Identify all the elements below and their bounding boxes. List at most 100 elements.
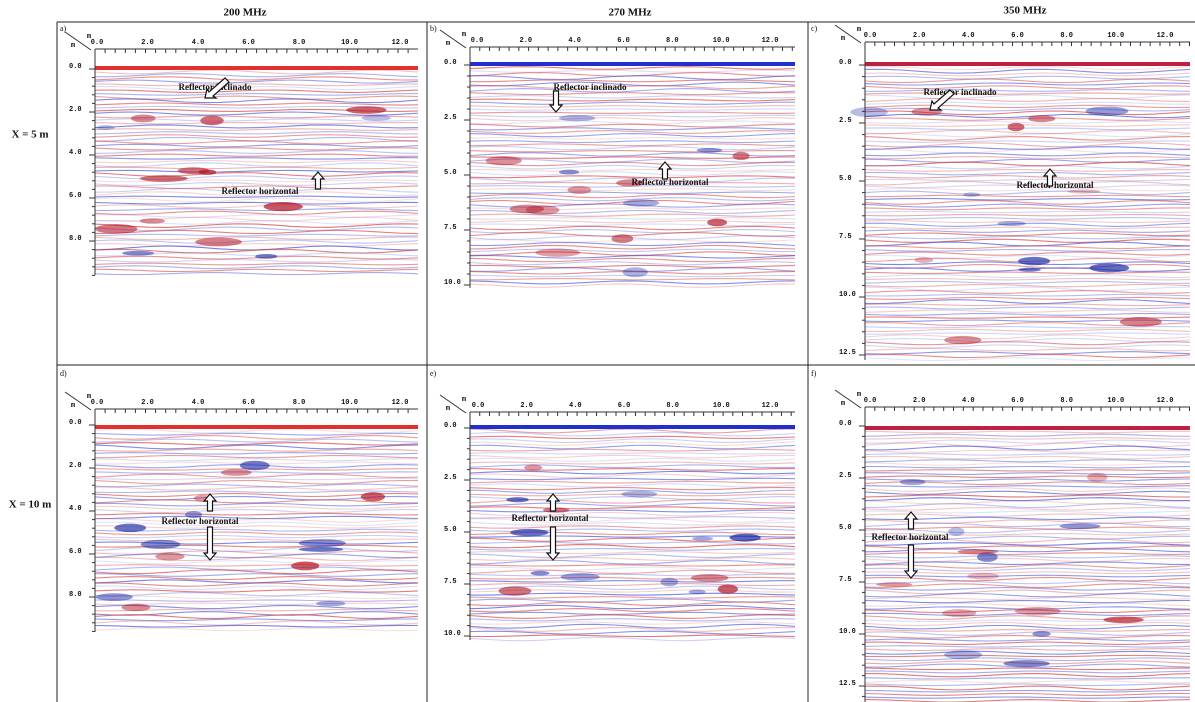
- reflection-band: [469, 454, 796, 459]
- reflection-band: [94, 147, 419, 151]
- reflection-band: [864, 685, 1191, 691]
- reflection-band: [864, 65, 1191, 71]
- x-tick-label: 4.0: [962, 32, 975, 40]
- arrow: [1042, 168, 1058, 187]
- reflection-band: [95, 525, 419, 529]
- y-tick-label: 10.0: [839, 628, 856, 636]
- reflection-band: [94, 166, 419, 170]
- reflection-band: [864, 522, 1191, 528]
- annotation: Reflector horizontal: [161, 516, 239, 526]
- reflection-band: [469, 111, 796, 114]
- y-unit: m: [71, 42, 75, 50]
- reflection-band: [94, 182, 419, 186]
- y-tick-label: 2.5: [444, 474, 457, 482]
- arrow: [903, 544, 919, 579]
- reflection-band: [864, 306, 1191, 310]
- reflection-band: [469, 621, 796, 625]
- reflection-band: [864, 158, 1191, 163]
- x-tick-label: 0.0: [472, 402, 485, 410]
- strong-reflection: [95, 224, 138, 234]
- reflection-band: [94, 512, 419, 516]
- strong-reflection: [121, 250, 155, 256]
- reflection-band: [864, 328, 1191, 333]
- x-tick-label: 2.0: [520, 37, 533, 45]
- strong-reflection: [696, 147, 723, 153]
- strong-reflection: [1032, 630, 1051, 637]
- reflection-band: [94, 159, 419, 164]
- reflection-band: [469, 518, 796, 524]
- panel-label: a): [60, 24, 67, 33]
- arrow: [202, 526, 218, 561]
- y-tick-label: 5.0: [444, 169, 457, 177]
- reflection-band: [864, 696, 1191, 699]
- y-tick-label: 8.0: [69, 235, 82, 243]
- reflection-band: [94, 599, 419, 602]
- reflection-band: [865, 663, 1191, 668]
- strong-reflection: [899, 478, 926, 486]
- reflection-band: [469, 137, 796, 140]
- y-tick-label: 6.0: [69, 192, 82, 200]
- x-tick-label: 10.0: [341, 39, 358, 47]
- reflection-band: [864, 677, 1190, 680]
- strong-reflection: [1018, 256, 1051, 266]
- reflection-band: [469, 576, 796, 580]
- reflection-band: [864, 645, 1191, 648]
- reflection-band: [864, 312, 1191, 316]
- x-tick-label: 4.0: [962, 397, 975, 405]
- reflection-band: [864, 624, 1191, 630]
- radargram-panel: f)mm 0.0 2.0 4.0 6.0 8.0 10.0 12.00.02.55.07.51…: [811, 369, 1191, 702]
- x-unit: m: [857, 26, 861, 34]
- reflection-band: [864, 207, 1190, 211]
- reflection-band: [864, 194, 1191, 198]
- arrow: [204, 77, 230, 99]
- reflection-band: [469, 108, 796, 111]
- x-tick-label: 12.0: [762, 402, 779, 410]
- reflection-band: [469, 623, 796, 629]
- x-tick-label: 6.0: [618, 402, 631, 410]
- surface-reflection: [470, 62, 795, 66]
- y-tick-label: 7.5: [444, 224, 457, 232]
- reflection-band: [94, 452, 419, 455]
- strong-reflection: [1089, 263, 1130, 273]
- radargram-panel: d)mm 0.0 2.0 4.0 6.0 8.0 10.0 12.00.02.04.06.08…: [60, 369, 419, 632]
- strong-reflection: [616, 179, 645, 187]
- reflection-band: [864, 68, 1191, 74]
- reflection-band: [469, 191, 796, 195]
- strong-reflection: [729, 533, 761, 542]
- radargram-texture: [94, 69, 419, 276]
- reflection-band: [864, 528, 1191, 534]
- reflection-band: [469, 477, 796, 481]
- radargram-panel: b) m m 0.0 2.0 4.0 6.0 8.0 10.0 12.0 0.0 2.5 5.0 7.5 1…: [430, 24, 796, 288]
- reflection-band: [469, 98, 796, 102]
- radargram-texture: [94, 428, 419, 632]
- reflection-band: [864, 453, 1191, 456]
- reflection-band: [469, 583, 796, 587]
- y-tick-label: 0.0: [69, 63, 82, 71]
- reflection-band: [864, 602, 1191, 607]
- reflection-band: [864, 226, 1191, 230]
- reflection-band: [469, 618, 796, 622]
- reflection-band: [469, 101, 795, 105]
- panel-label: e): [430, 369, 437, 378]
- reflection-band: [469, 95, 796, 99]
- strong-reflection: [239, 460, 270, 471]
- reflection-band: [469, 585, 796, 591]
- corner-diagonal: [439, 394, 467, 414]
- reflection-band: [864, 657, 1191, 662]
- reflection-band: [94, 458, 418, 462]
- reflection-band: [864, 110, 1191, 116]
- reflection-band: [864, 533, 1191, 536]
- reflection-band: [864, 567, 1191, 572]
- radargram-panel: a)mm 0.0 2.0 4.0 6.0 8.0 10.0 12.00.02.04.06.08…: [60, 24, 419, 276]
- reflection-band: [469, 225, 796, 231]
- reflection-band: [864, 571, 1191, 575]
- reflection-band: [94, 614, 419, 619]
- strong-reflection: [688, 589, 706, 595]
- strong-reflection: [509, 204, 545, 214]
- reflection-band: [469, 611, 796, 615]
- reflection-band: [469, 123, 796, 128]
- reflection-band: [469, 636, 796, 642]
- strong-reflection: [535, 248, 581, 257]
- annotation: Reflector inclinado: [553, 82, 627, 92]
- reflection-band: [94, 111, 419, 116]
